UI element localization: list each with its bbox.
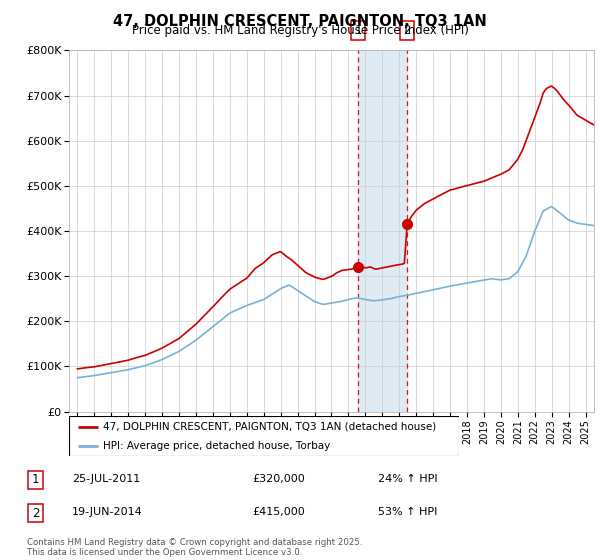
Text: £415,000: £415,000 [252, 507, 305, 517]
Text: 1: 1 [32, 473, 40, 486]
Text: 2: 2 [403, 24, 411, 37]
Text: 47, DOLPHIN CRESCENT, PAIGNTON, TQ3 1AN: 47, DOLPHIN CRESCENT, PAIGNTON, TQ3 1AN [113, 14, 487, 29]
Text: 19-JUN-2014: 19-JUN-2014 [72, 507, 143, 517]
Text: 2: 2 [32, 507, 40, 520]
Text: 25-JUL-2011: 25-JUL-2011 [72, 474, 140, 484]
Text: 53% ↑ HPI: 53% ↑ HPI [378, 507, 437, 517]
Text: HPI: Average price, detached house, Torbay: HPI: Average price, detached house, Torb… [103, 441, 331, 450]
Text: 24% ↑ HPI: 24% ↑ HPI [378, 474, 437, 484]
Text: Contains HM Land Registry data © Crown copyright and database right 2025.
This d: Contains HM Land Registry data © Crown c… [27, 538, 362, 557]
Text: £320,000: £320,000 [252, 474, 305, 484]
Text: 1: 1 [355, 24, 362, 37]
Text: Price paid vs. HM Land Registry's House Price Index (HPI): Price paid vs. HM Land Registry's House … [131, 24, 469, 37]
Bar [358, 50, 407, 412]
Text: 47, DOLPHIN CRESCENT, PAIGNTON, TQ3 1AN (detached house): 47, DOLPHIN CRESCENT, PAIGNTON, TQ3 1AN … [103, 422, 437, 432]
